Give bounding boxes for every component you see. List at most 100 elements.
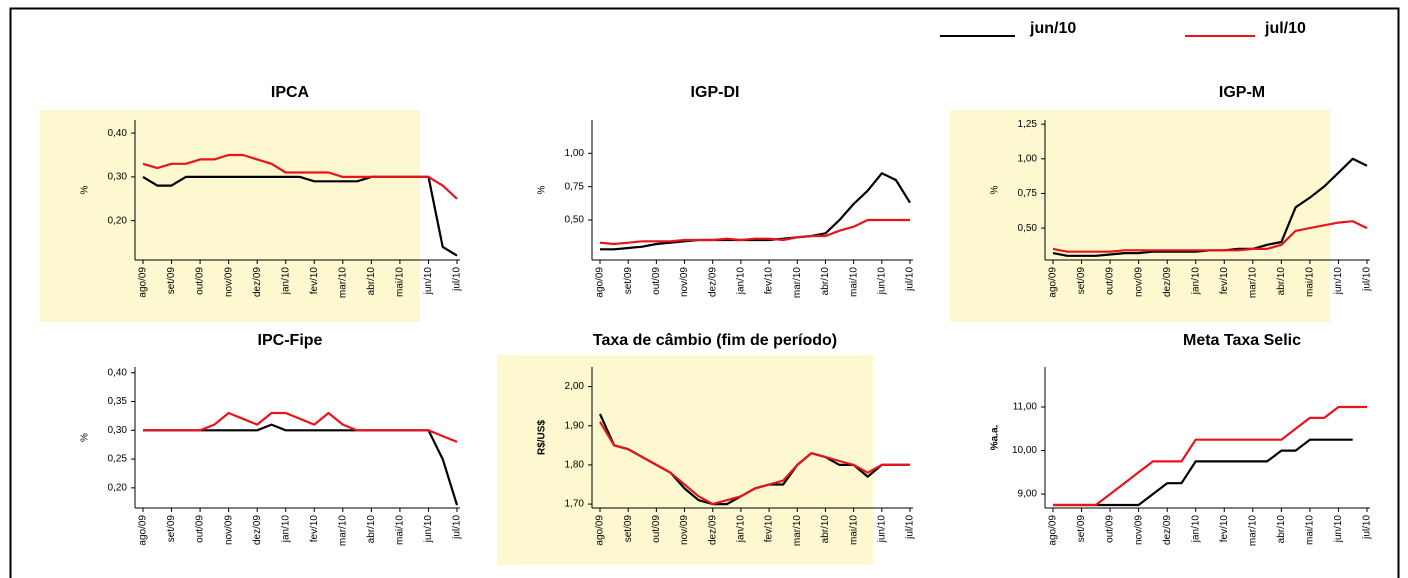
chart: IGP-M% 0,50 0,75 1,00 1,25 ago/09 set/09 out/09…: [950, 84, 1373, 322]
y-tick-label: 0,30: [108, 172, 128, 183]
series-line: [600, 172, 911, 251]
x-tick-label: nov/09: [223, 267, 234, 297]
chart-title: IPC-Fipe: [258, 332, 323, 349]
x-tick-label: mar/10: [792, 515, 803, 547]
y-tick-label: 0,40: [108, 128, 128, 139]
x-tick-label: jul/10: [452, 515, 463, 540]
x-tick-label: jan/10: [1190, 267, 1201, 296]
x-tick-label: ago/09: [1048, 267, 1059, 298]
x-tick-label: mai/10: [1305, 267, 1316, 297]
x-tick-label: mai/10: [848, 515, 859, 545]
y-tick-label: 0,30: [108, 425, 128, 436]
x-tick-label: mar/10: [792, 267, 803, 299]
chart: IPC-Fipe% 0,20 0,25 0,30 0,35 0,40 ago/09 set/0…: [80, 332, 463, 546]
x-tick-label: set/09: [623, 515, 634, 543]
x-tick-label: jun/10: [423, 515, 434, 544]
y-tick-label: 0,50: [1018, 223, 1038, 234]
x-tick-label: mai/10: [395, 267, 406, 297]
y-tick-label: 0,20: [108, 215, 128, 226]
x-tick-label: abr/10: [1276, 515, 1287, 544]
y-tick-label: 0,40: [108, 367, 128, 378]
legend-label: jul/10: [1264, 20, 1306, 37]
y-axis-label: R$/US$: [537, 420, 548, 455]
x-tick-label: set/09: [166, 267, 177, 295]
x-tick-label: dez/09: [1162, 267, 1173, 297]
x-tick-label: jul/10: [905, 515, 916, 540]
x-tick-label: ago/09: [138, 515, 149, 546]
x-tick-label: out/09: [651, 515, 662, 543]
x-tick-label: jul/10: [1362, 267, 1373, 292]
series-line: [143, 423, 459, 506]
x-tick-label: abr/10: [366, 515, 377, 544]
x-tick-label: mai/10: [1305, 515, 1316, 545]
y-tick-label: 10,00: [1012, 445, 1037, 456]
chart: IGP-DI% 0,50 0,75 1,00 ago/09 set/09 out/09 nov…: [537, 84, 916, 298]
series-line: [1053, 438, 1353, 507]
chart: Meta Taxa Selic %a.a. 9,00 10,00 11,00 ago/09…: [990, 332, 1373, 546]
x-tick-label: nov/09: [1133, 267, 1144, 297]
y-tick-label: 0,50: [565, 215, 585, 226]
frame: [9, 7, 1400, 578]
x-tick-label: dez/09: [707, 267, 718, 297]
x-tick-label: out/09: [651, 267, 662, 295]
x-tick-label: jun/10: [423, 267, 434, 296]
series-line: [1053, 405, 1367, 507]
x-tick-label: set/09: [166, 515, 177, 543]
y-tick-label: 1,90: [565, 420, 585, 431]
series-line: [599, 218, 910, 246]
chart-title: Meta Taxa Selic: [1183, 332, 1301, 349]
x-tick-label: fev/10: [764, 515, 775, 543]
y-tick-label: 9,00: [1018, 489, 1038, 500]
x-tick-label: nov/09: [679, 267, 690, 297]
x-tick-label: nov/09: [679, 515, 690, 545]
x-tick-label: fev/10: [309, 515, 320, 543]
x-tick-label: nov/09: [1133, 515, 1144, 545]
x-tick-label: mar/10: [1247, 267, 1258, 299]
y-tick-label: 1,00: [1018, 153, 1038, 164]
y-tick-label: 0,20: [108, 482, 128, 493]
x-tick-label: mai/10: [395, 515, 406, 545]
chart: Taxa de câmbio (fim de período) R$/US$ 1,7…: [497, 332, 916, 565]
x-tick-label: ago/09: [1048, 515, 1059, 546]
y-tick-label: 1,00: [565, 148, 585, 159]
chart-panel: [497, 355, 873, 565]
series-line: [143, 411, 458, 443]
x-tick-label: dez/09: [707, 515, 718, 545]
x-tick-label: mar/10: [337, 515, 348, 547]
x-tick-label: jan/10: [280, 515, 291, 544]
x-tick-label: jan/10: [1190, 515, 1201, 544]
chart-title: IPCA: [271, 84, 310, 101]
y-tick-label: 1,25: [1018, 119, 1038, 130]
y-tick-label: 0,75: [565, 181, 585, 192]
y-tick-label: 2,00: [565, 381, 585, 392]
x-tick-label: abr/10: [820, 515, 831, 544]
x-tick-label: mai/10: [848, 267, 859, 297]
x-tick-label: out/09: [1105, 515, 1116, 543]
x-tick-label: ago/09: [595, 267, 606, 298]
x-tick-label: fev/10: [1219, 515, 1230, 543]
x-tick-label: fev/10: [764, 267, 775, 295]
y-axis-label: %: [80, 433, 91, 442]
x-tick-label: jan/10: [736, 515, 747, 544]
y-tick-label: 1,70: [565, 499, 585, 510]
x-tick-label: abr/10: [1276, 267, 1287, 296]
series-line: [142, 153, 458, 200]
x-tick-label: fev/10: [1219, 267, 1230, 295]
y-axis-label: %: [80, 185, 91, 194]
x-tick-label: ago/09: [138, 267, 149, 298]
chart-title: Taxa de câmbio (fim de período): [593, 332, 837, 349]
x-tick-label: dez/09: [252, 267, 263, 297]
chart-panel: [950, 110, 1330, 322]
x-tick-label: out/09: [195, 515, 206, 543]
x-tick-label: out/09: [195, 267, 206, 295]
x-tick-label: nov/09: [223, 515, 234, 545]
x-tick-label: ago/09: [595, 515, 606, 546]
x-tick-label: jan/10: [280, 267, 291, 296]
y-tick-label: 0,75: [1018, 188, 1038, 199]
x-tick-label: jul/10: [1362, 515, 1373, 540]
y-axis-label: %: [537, 185, 548, 194]
x-tick-label: jun/10: [876, 515, 887, 544]
x-tick-label: jun/10: [876, 267, 887, 296]
x-tick-label: dez/09: [252, 515, 263, 545]
